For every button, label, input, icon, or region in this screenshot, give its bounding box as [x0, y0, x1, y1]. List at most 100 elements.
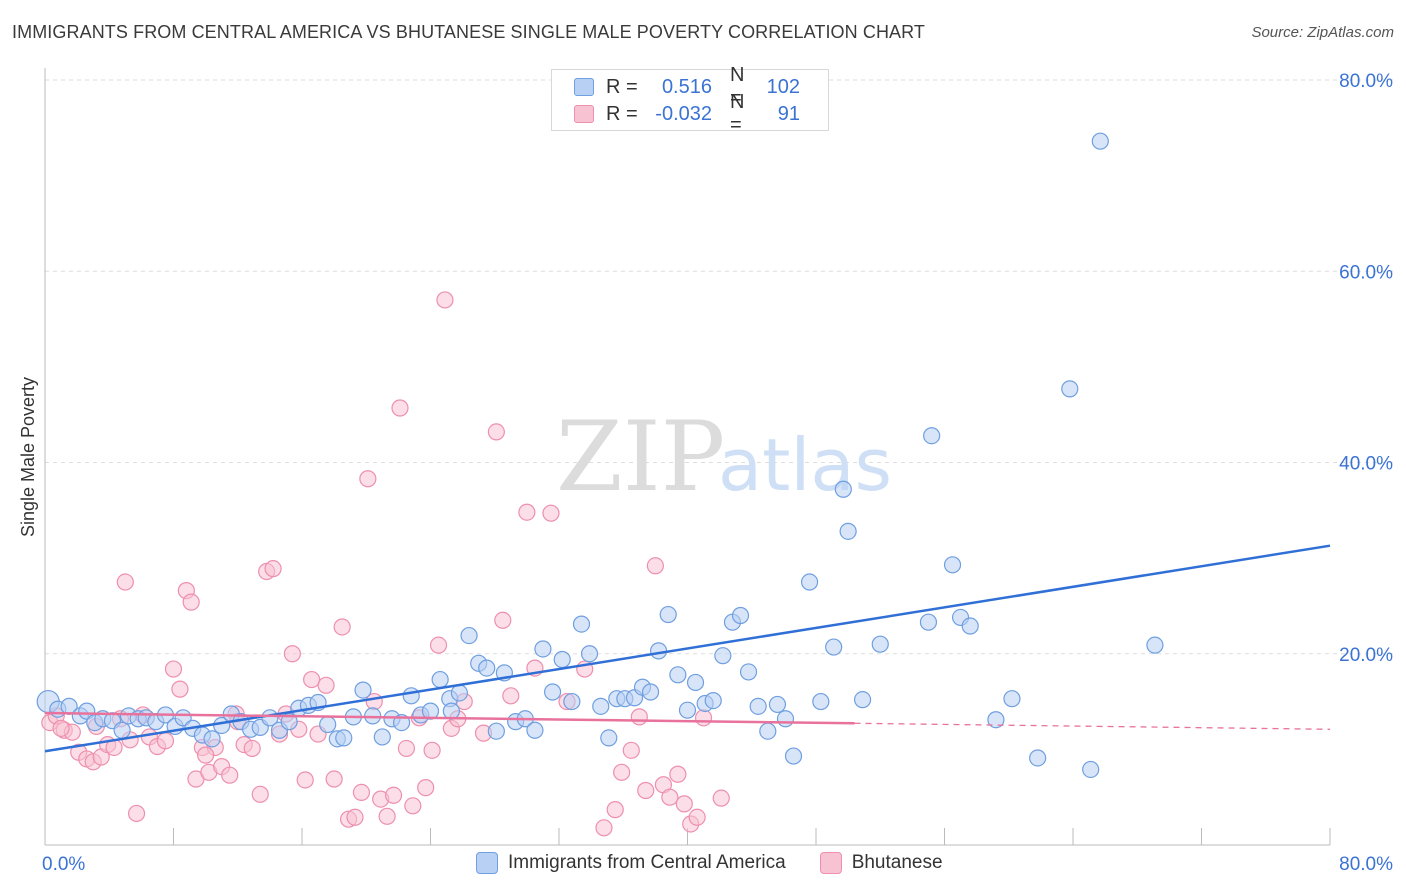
bhutanese-point — [630, 708, 648, 726]
central-america-point — [649, 642, 668, 660]
bhutanese-point — [595, 819, 613, 837]
central-america-point — [431, 670, 449, 689]
bhutanese-point — [613, 763, 631, 781]
central-america-point — [919, 613, 938, 631]
legend-n-value: 91 — [777, 102, 800, 125]
y-tick-label: 80.0% — [1339, 71, 1393, 92]
central-america-point — [553, 650, 571, 669]
central-america-point — [659, 605, 677, 624]
bhutanese-point — [52, 719, 70, 737]
bhutanese-point — [429, 636, 448, 654]
bhutanese-point — [669, 765, 687, 783]
central-america-point — [526, 721, 544, 739]
central-america-point — [853, 691, 872, 709]
central-america-point — [373, 728, 391, 746]
tick-labels: 20.0% 40.0% 60.0% 80.0% 0.0% 80.0% — [42, 71, 1393, 875]
bhutanese-point — [404, 797, 422, 815]
bhutanese-point — [637, 781, 655, 800]
central-america-point — [923, 427, 941, 445]
central-america-point — [1146, 636, 1164, 654]
legend-item-central-america: Immigrants from Central America — [476, 852, 786, 874]
central-america-point — [572, 615, 591, 633]
bhutanese-point — [264, 560, 282, 578]
central-america-point — [450, 684, 469, 702]
legend-label-bhutanese: Bhutanese — [851, 852, 943, 873]
legend-swatch-blue — [476, 852, 498, 874]
y-tick-label: 40.0% — [1339, 454, 1393, 475]
bhutanese-point — [688, 808, 706, 826]
bhutanese-point — [164, 660, 183, 678]
bhutanese-point — [378, 807, 396, 825]
series-legend: Immigrants from Central America Bhutanes… — [476, 852, 977, 874]
central-america-point — [749, 697, 767, 715]
central-america-point — [1061, 380, 1079, 398]
bhutanese-point — [423, 741, 441, 759]
central-america-point — [354, 681, 372, 699]
central-america-point — [563, 692, 581, 711]
bhutanese-point — [156, 732, 175, 750]
central-america-point — [871, 635, 889, 653]
central-america-point — [580, 645, 599, 663]
central-america-point — [1091, 132, 1109, 150]
central-america-point — [1082, 760, 1100, 779]
central-america-point — [335, 729, 353, 747]
central-america-point — [739, 663, 758, 681]
bhutanese-point — [694, 709, 713, 727]
central-america-point — [834, 480, 852, 498]
watermark-zip: ZIP — [556, 401, 725, 513]
legend-n-label: N = — [730, 64, 745, 109]
bhutanese-point — [359, 470, 377, 488]
bhutanese-point — [518, 503, 536, 521]
chart-title: IMMIGRANTS FROM CENTRAL AMERICA VS BHUTA… — [12, 22, 926, 42]
bhutanese-point — [251, 785, 269, 803]
central-america-point — [839, 522, 857, 540]
legend-r-value: 0.516 — [661, 75, 712, 98]
watermark-atlas: atlas — [718, 423, 892, 507]
legend-n-value: 102 — [766, 75, 800, 98]
central-america-point — [759, 722, 777, 740]
central-america-point — [961, 617, 979, 635]
bhutanese-point — [296, 771, 314, 789]
y-tick-label: 60.0% — [1339, 262, 1393, 283]
bhutanese-point — [494, 611, 512, 629]
bhutanese-point — [197, 746, 215, 764]
legend-swatch-pink — [574, 105, 594, 123]
bhutanese-trend-line — [44, 711, 855, 725]
central-america-point — [641, 683, 660, 701]
central-america-point — [825, 638, 843, 656]
bhutanese-point — [303, 670, 321, 689]
watermark: ZIP atlas — [556, 401, 892, 513]
bhutanese-point — [325, 770, 343, 788]
stats-legend: R = 0.516 N = 102 R = -0.032 N = 91 — [551, 64, 829, 136]
bhutanese-point — [646, 557, 664, 575]
bhutanese-point — [116, 573, 134, 591]
central-america-point — [731, 606, 750, 625]
central-america-point — [812, 692, 830, 711]
central-america-point — [1003, 690, 1021, 708]
bhutanese-point — [333, 618, 351, 636]
central-america-point — [319, 715, 337, 734]
central-america-point — [669, 666, 687, 684]
bhutanese-point — [417, 779, 435, 797]
central-america-point — [203, 730, 221, 748]
x-tick-label: 80.0% — [1339, 854, 1393, 875]
central-america-point — [768, 695, 787, 714]
x-tick-label: 0.0% — [42, 854, 85, 875]
central-america-point — [987, 711, 1005, 729]
central-america-point — [534, 640, 552, 658]
central-america-point — [543, 683, 562, 701]
central-america-point — [776, 710, 795, 728]
legend-row-blue: R = 0.516 N = 102 — [574, 64, 800, 109]
legend-swatch-pink — [819, 852, 842, 874]
y-tick-label: 20.0% — [1339, 645, 1393, 666]
legend-n-label: N = — [730, 91, 745, 136]
bhutanese-point — [542, 504, 560, 522]
legend-swatch-blue — [574, 78, 594, 96]
central-america-point — [1029, 749, 1047, 767]
bhutanese-points — [41, 291, 730, 837]
bhutanese-point — [606, 801, 624, 819]
trend-lines — [44, 544, 1331, 753]
bhutanese-point — [283, 645, 301, 663]
central-america-point — [678, 701, 697, 719]
